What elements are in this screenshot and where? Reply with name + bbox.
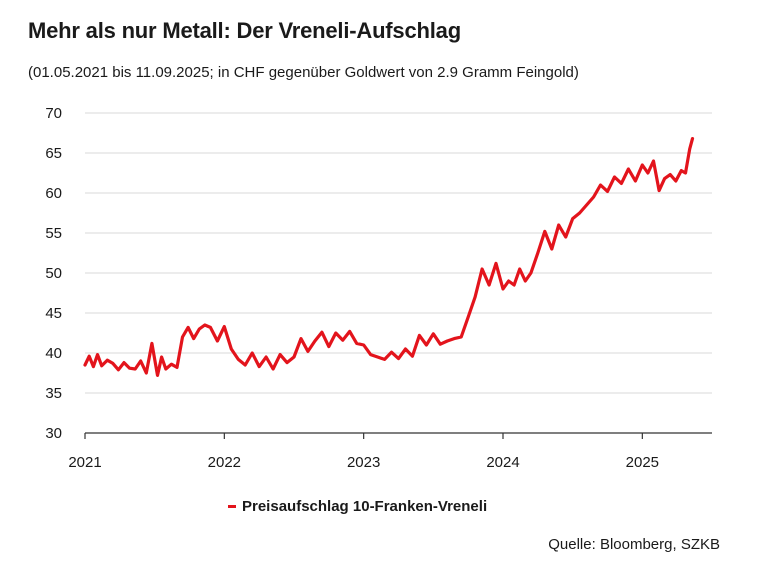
x-tick-label: 2025 <box>626 454 659 471</box>
y-tick-label: 50 <box>45 265 62 282</box>
x-axis <box>84 432 712 439</box>
x-tick-label: 2022 <box>208 454 241 471</box>
x-axis-tick-labels: 2021 2022 2023 2024 2025 <box>68 454 659 471</box>
y-tick-label: 70 <box>45 105 62 122</box>
x-tick-label: 2023 <box>347 454 380 471</box>
series-line-0 <box>83 137 695 377</box>
x-tick-label: 2024 <box>486 454 519 471</box>
y-tick-label: 45 <box>45 305 62 322</box>
y-tick-label: 65 <box>45 145 62 162</box>
legend-swatch <box>228 505 236 508</box>
chart-subtitle: (01.05.2021 bis 11.09.2025; in CHF gegen… <box>28 64 579 81</box>
source-note: Quelle: Bloomberg, SZKB <box>548 536 720 553</box>
x-tick-label: 2021 <box>68 454 101 471</box>
y-tick-label: 30 <box>45 425 62 442</box>
legend-label: Preisaufschlag 10-Franken-Vreneli <box>242 498 488 515</box>
y-tick-label: 55 <box>45 225 62 242</box>
grid-lines <box>85 112 712 394</box>
series-group <box>83 137 695 377</box>
y-tick-label: 60 <box>45 185 62 202</box>
legend: Preisaufschlag 10-Franken-Vreneli <box>228 498 487 515</box>
y-tick-label: 35 <box>45 385 62 402</box>
y-axis-tick-labels: 30 35 40 45 50 55 60 65 70 <box>45 105 62 442</box>
y-tick-label: 40 <box>45 345 62 362</box>
chart-title: Mehr als nur Metall: Der Vreneli-Aufschl… <box>28 18 461 43</box>
